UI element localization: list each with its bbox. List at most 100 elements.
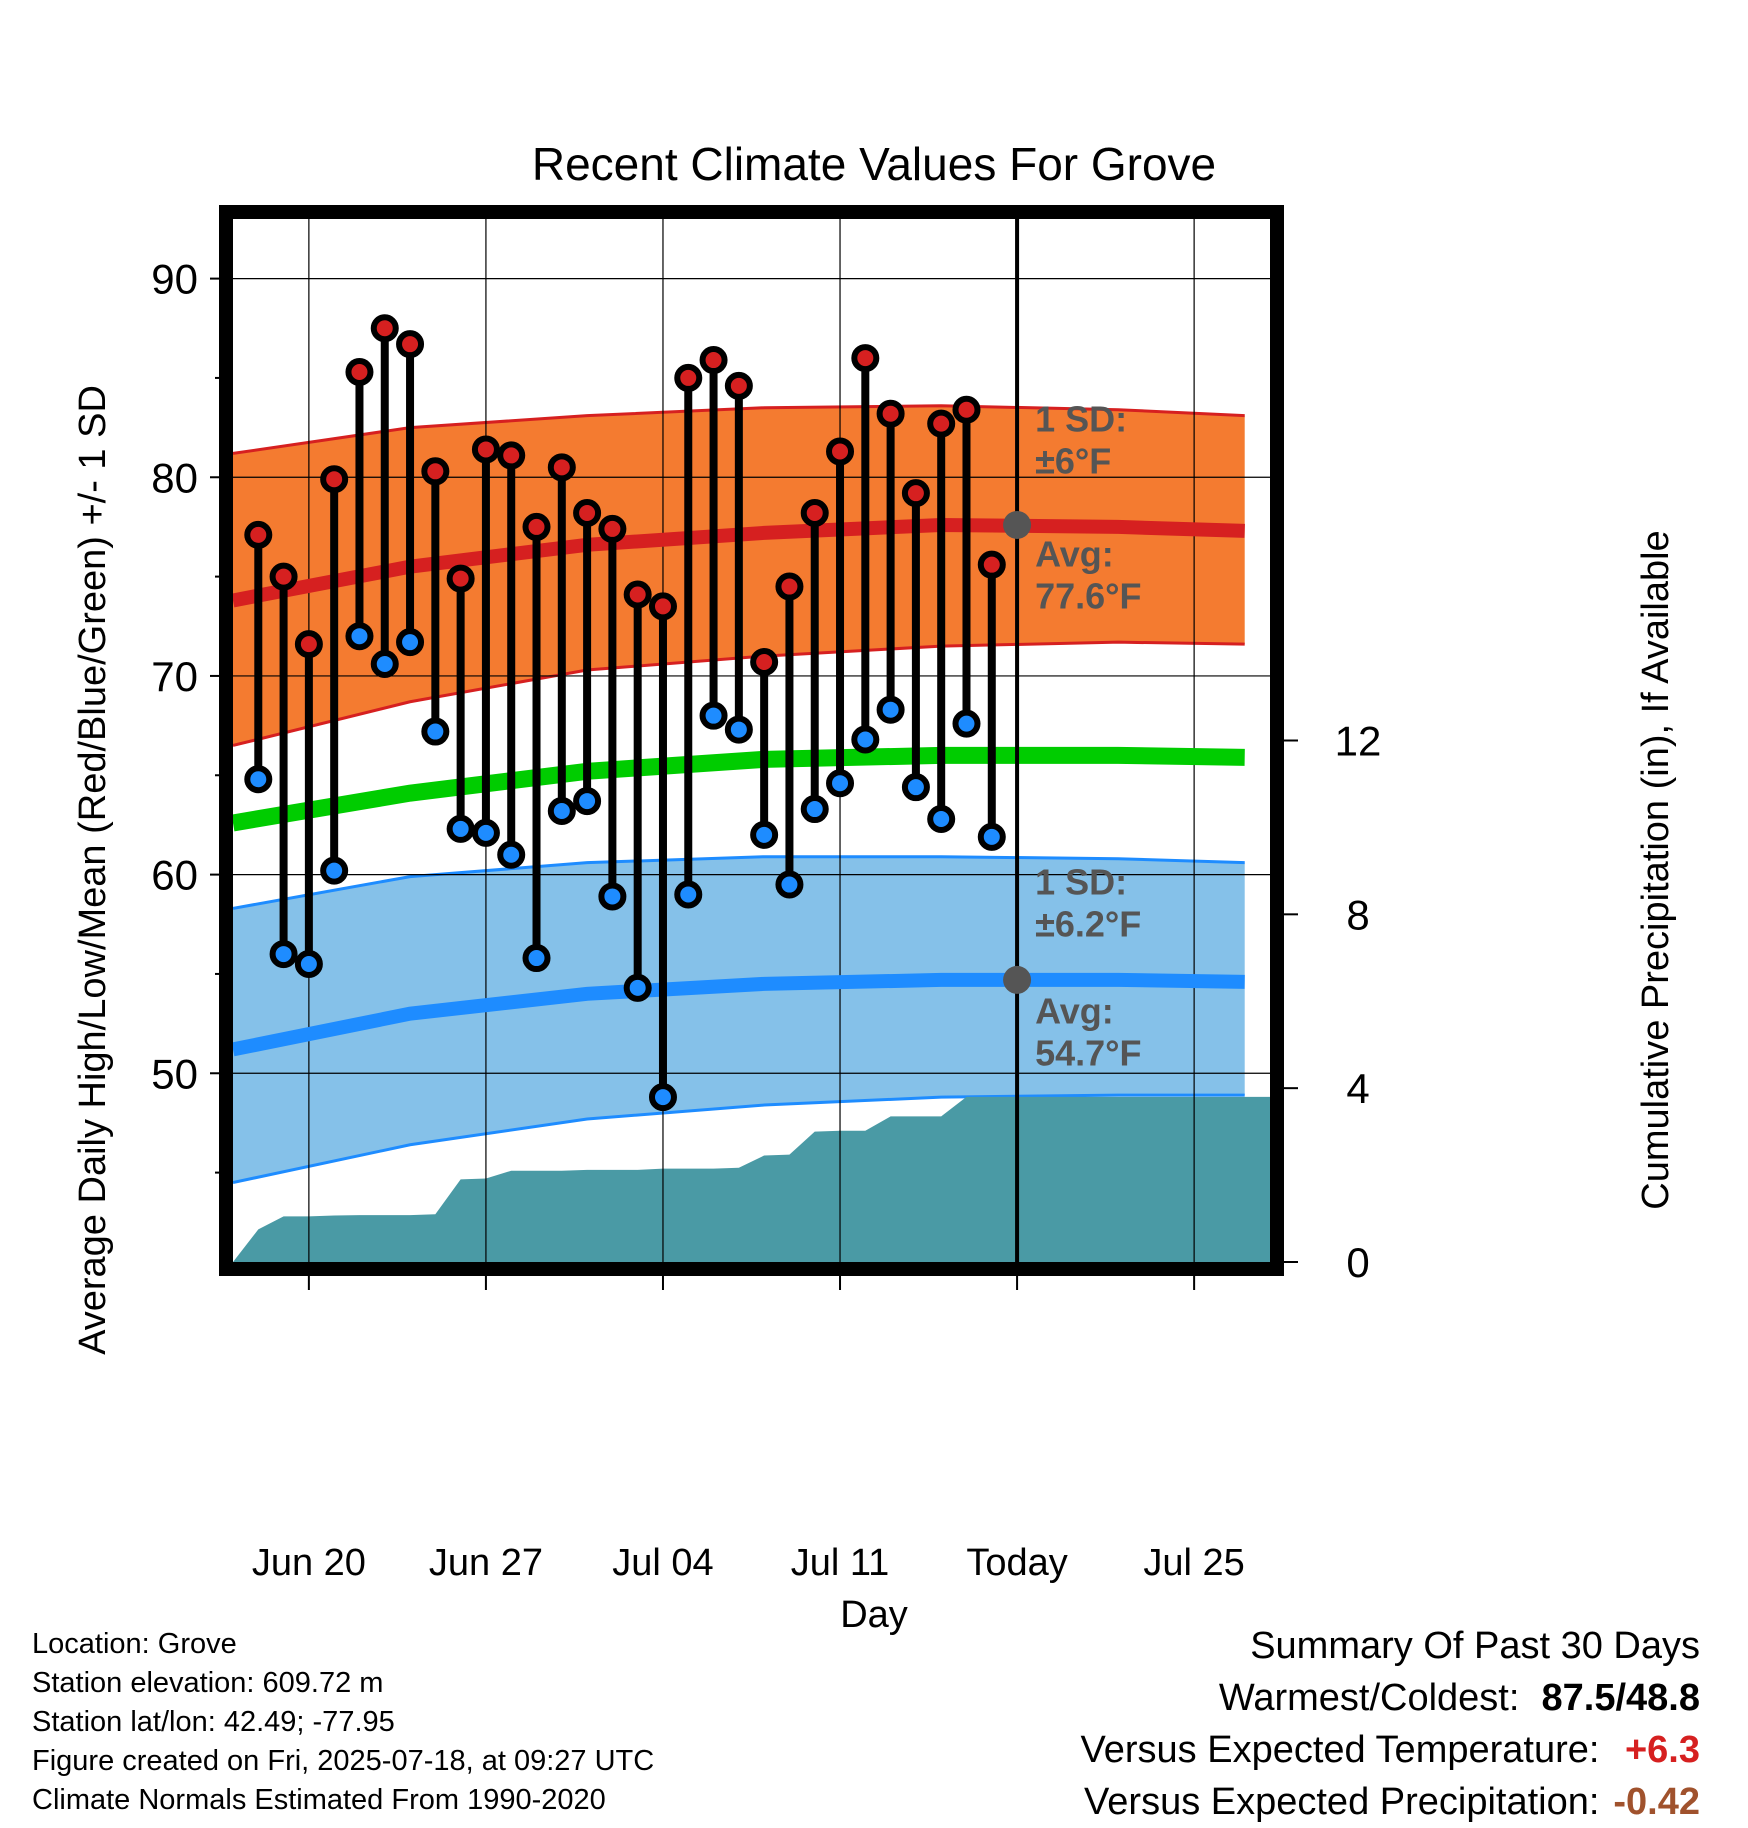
y2-axis-label: Cumulative Precipitation (in), If Availa… xyxy=(1635,530,1677,1209)
high-point xyxy=(522,512,551,541)
high-point xyxy=(598,514,627,543)
low-point xyxy=(446,814,475,843)
low-point xyxy=(421,717,450,746)
y-tick-label: 50 xyxy=(151,1050,198,1097)
high-point xyxy=(396,330,425,359)
high-point xyxy=(471,435,500,464)
low-point xyxy=(927,804,956,833)
temp-departure-value: +6.3 xyxy=(1624,1729,1700,1771)
low-point xyxy=(674,880,703,909)
high-sd-annotation: ±6°F xyxy=(1035,441,1111,482)
high-point xyxy=(775,572,804,601)
low-normal-line xyxy=(233,972,1245,1057)
high-avg-annotation: Avg: xyxy=(1035,534,1114,575)
high-point xyxy=(345,357,374,386)
summary-title: Summary Of Past 30 Days xyxy=(1250,1625,1700,1667)
high-point xyxy=(826,437,855,466)
precip-departure-row: Versus Expected Precipitation: -0.42 xyxy=(1081,1776,1700,1828)
low-point xyxy=(345,622,374,651)
low-point xyxy=(497,840,526,869)
x-tick-label: Jul 25 xyxy=(1143,1542,1244,1584)
high-point xyxy=(547,453,576,482)
low-point xyxy=(775,870,804,899)
low-point xyxy=(598,882,627,911)
high-point xyxy=(724,371,753,400)
summary-panel: Summary Of Past 30 Days Warmest/Coldest:… xyxy=(1081,1620,1700,1828)
chart-title: Recent Climate Values For Grove xyxy=(532,138,1216,190)
high-point xyxy=(648,592,677,621)
low-point xyxy=(623,973,652,1002)
normals-text: Climate Normals Estimated From 1990-2020 xyxy=(32,1784,606,1816)
created-text: Figure created on Fri, 2025-07-18, at 09… xyxy=(32,1745,655,1777)
y2-tick-label: 0 xyxy=(1346,1239,1369,1286)
low-lower-edge xyxy=(233,1093,1245,1184)
low-upper-edge xyxy=(233,855,1245,910)
low-point xyxy=(699,701,728,730)
y-tick-label: 80 xyxy=(151,454,198,501)
high-point xyxy=(446,564,475,593)
low-point xyxy=(851,725,880,754)
low-point xyxy=(952,709,981,738)
low-sd-annotation: ±6.2°F xyxy=(1035,903,1141,944)
low-point xyxy=(471,818,500,847)
high-point xyxy=(573,499,602,528)
high-point xyxy=(927,409,956,438)
low-point xyxy=(396,628,425,657)
mean-normal-line xyxy=(233,746,1245,832)
low-point xyxy=(826,769,855,798)
high-point xyxy=(421,457,450,486)
location-text: Location: Grove xyxy=(32,1628,237,1660)
high-sd-annotation: 1 SD: xyxy=(1035,399,1127,440)
precip-departure-label: Versus Expected Precipitation: xyxy=(1084,1781,1600,1823)
low-point xyxy=(977,822,1006,851)
low-avg-annotation: Avg: xyxy=(1035,991,1114,1032)
high-point xyxy=(674,363,703,392)
low-point xyxy=(547,797,576,826)
precip-area xyxy=(233,1096,1270,1262)
low-avg-today-dot xyxy=(1003,965,1032,994)
high-point xyxy=(269,562,298,591)
low-point xyxy=(294,950,323,978)
warm-cold-label: Warmest/Coldest: xyxy=(1218,1677,1520,1719)
y2-tick-label: 4 xyxy=(1346,1065,1369,1112)
high-point xyxy=(370,314,399,343)
x-tick-label: Today xyxy=(966,1542,1067,1584)
high-point xyxy=(952,395,981,424)
low-point xyxy=(522,944,551,973)
high-point xyxy=(750,648,779,677)
low-point xyxy=(876,695,905,724)
period-label: 30 xyxy=(1029,1380,1069,1421)
elevation-text: Station elevation: 609.72 m xyxy=(32,1667,384,1699)
high-point xyxy=(699,346,728,375)
high-point xyxy=(623,580,652,609)
high-point xyxy=(294,630,323,659)
temp-departure-row: Versus Expected Temperature: +6.3 xyxy=(1081,1724,1700,1776)
high-point xyxy=(320,465,349,494)
high-avg-annotation: 77.6°F xyxy=(1035,576,1141,617)
high-point xyxy=(497,441,526,470)
y2-tick-label: 12 xyxy=(1335,718,1382,765)
low-point xyxy=(370,650,399,679)
latlon-text: Station lat/lon: 42.49; -77.95 xyxy=(32,1706,395,1738)
y-tick-label: 60 xyxy=(151,852,198,899)
y2-tick-label: 8 xyxy=(1346,891,1369,938)
high-point xyxy=(876,399,905,428)
high-avg-today-dot xyxy=(1003,510,1032,539)
low-point xyxy=(901,773,930,802)
low-point xyxy=(244,765,273,794)
warm-cold-row: Warmest/Coldest: 87.5/48.8 xyxy=(1081,1672,1700,1724)
high-point xyxy=(244,520,273,549)
low-point xyxy=(573,787,602,816)
low-avg-annotation: 54.7°F xyxy=(1035,1033,1141,1074)
plot-frame xyxy=(219,205,1284,1276)
low-point xyxy=(800,795,829,824)
low-point xyxy=(750,820,779,849)
low-sd-annotation: 1 SD: xyxy=(1035,861,1127,902)
y-tick-label: 90 xyxy=(151,256,198,303)
high-point xyxy=(800,499,829,528)
y-axis-label: Average Daily High/Low/Mean (Red/Blue/Gr… xyxy=(72,385,114,1355)
high-point xyxy=(851,344,880,373)
